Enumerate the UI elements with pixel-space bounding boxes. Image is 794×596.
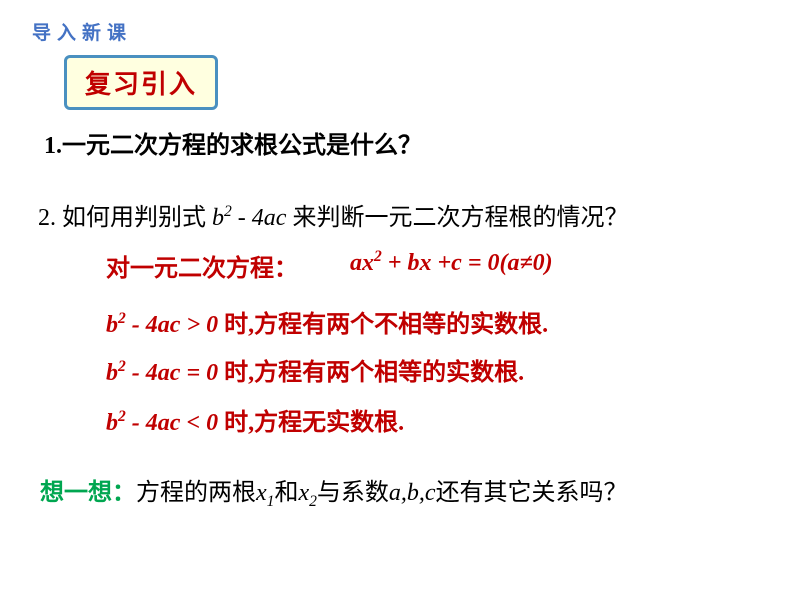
think-prompt: 想一想：方程的两根x1和x2与系数a,b,c还有其它关系吗？ [40,472,628,511]
section-label: 导入新课 [32,18,132,45]
think-label: 想一想： [40,480,136,506]
equation-formula: ax2 + bx +c = 0(a≠0) [350,248,553,277]
disc1-text: 时,方程有两个不相等的实数根. [218,312,548,338]
think-x2: x2 [298,480,316,506]
question-2: 2. 如何用判别式 b2 - 4ac 来判断一元二次方程根的情况？ [38,190,758,248]
discriminant-case-3: b2 - 4ac < 0 时,方程无实数根. [106,402,404,437]
q1-number: 1. [44,133,62,159]
think-suffix: 还有其它关系吗？ [436,480,628,506]
disc3-text: 时,方程无实数根. [218,410,404,436]
q2-prefix: 2. 如何用判别式 [38,205,212,231]
think-and: 和 [274,480,298,506]
q1-text: 一元二次方程的求根公式是什么？ [62,133,422,159]
discriminant-case-2: b2 - 4ac = 0 时,方程有两个相等的实数根. [106,352,524,387]
think-prefix: 方程的两根 [136,480,256,506]
disc2-text: 时,方程有两个相等的实数根. [218,360,524,386]
question-1: 1.一元二次方程的求根公式是什么？ [44,125,422,160]
review-badge: 复习引入 [64,55,218,110]
q2-suffix: 来判断一元二次方程根的情况？ [286,205,628,231]
q2-discriminant: b2 - 4ac [212,205,286,231]
equation-intro: 对一元二次方程： [106,248,298,283]
think-mid: 与系数 [317,480,389,506]
discriminant-case-1: b2 - 4ac > 0 时,方程有两个不相等的实数根. [106,304,548,339]
think-x1: x1 [256,480,274,506]
think-abc: a,b,c [389,480,436,506]
